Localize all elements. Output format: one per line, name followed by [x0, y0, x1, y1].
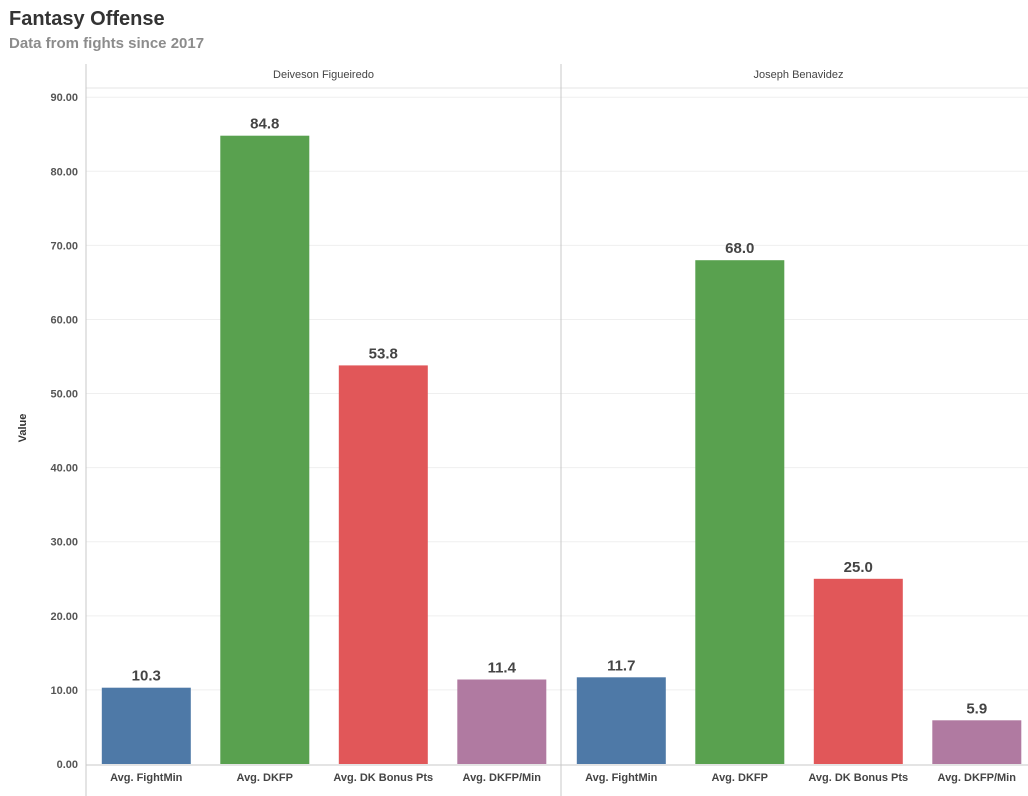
y-tick-label: 0.00	[57, 759, 78, 771]
x-tick-label: Avg. FightMin	[585, 772, 658, 784]
x-tick-label: Avg. DK Bonus Pts	[808, 772, 908, 784]
bar	[220, 135, 310, 764]
data-label: 53.8	[369, 345, 398, 362]
y-tick-label: 80.00	[50, 166, 78, 178]
y-axis-title: Value	[17, 414, 29, 443]
y-tick-label: 40.00	[50, 463, 78, 475]
x-tick-label: Avg. DKFP	[237, 772, 293, 784]
data-label: 10.3	[132, 668, 161, 685]
y-tick-label: 60.00	[50, 314, 78, 326]
data-label: 11.7	[607, 657, 635, 674]
chart-title: Fantasy Offense	[9, 8, 165, 30]
y-tick-label: 50.00	[50, 389, 78, 401]
bar	[101, 687, 191, 764]
x-tick-label: Avg. FightMin	[110, 772, 183, 784]
bar	[695, 260, 785, 764]
bar	[457, 679, 547, 764]
panel-label: Deiveson Figueiredo	[273, 69, 374, 81]
x-tick-label: Avg. DK Bonus Pts	[333, 772, 433, 784]
y-tick-label: 70.00	[50, 240, 78, 252]
data-label: 5.9	[966, 700, 987, 717]
y-tick-label: 90.00	[50, 92, 78, 104]
panel-label: Joseph Benavidez	[754, 69, 844, 81]
y-tick-label: 30.00	[50, 537, 78, 549]
bar	[338, 365, 428, 764]
data-label: 84.8	[250, 116, 279, 133]
data-label: 11.4	[488, 660, 517, 677]
x-tick-label: Avg. DKFP/Min	[938, 772, 1017, 784]
y-tick-label: 10.00	[50, 685, 78, 697]
x-tick-label: Avg. DKFP/Min	[463, 772, 542, 784]
data-label: 25.0	[844, 559, 873, 576]
chart-subtitle: Data from fights since 2017	[9, 35, 205, 52]
bar	[576, 677, 666, 764]
bar	[932, 720, 1022, 764]
x-tick-label: Avg. DKFP	[712, 772, 768, 784]
bar	[813, 578, 903, 764]
y-tick-label: 20.00	[50, 611, 78, 623]
data-label: 68.0	[725, 240, 754, 257]
